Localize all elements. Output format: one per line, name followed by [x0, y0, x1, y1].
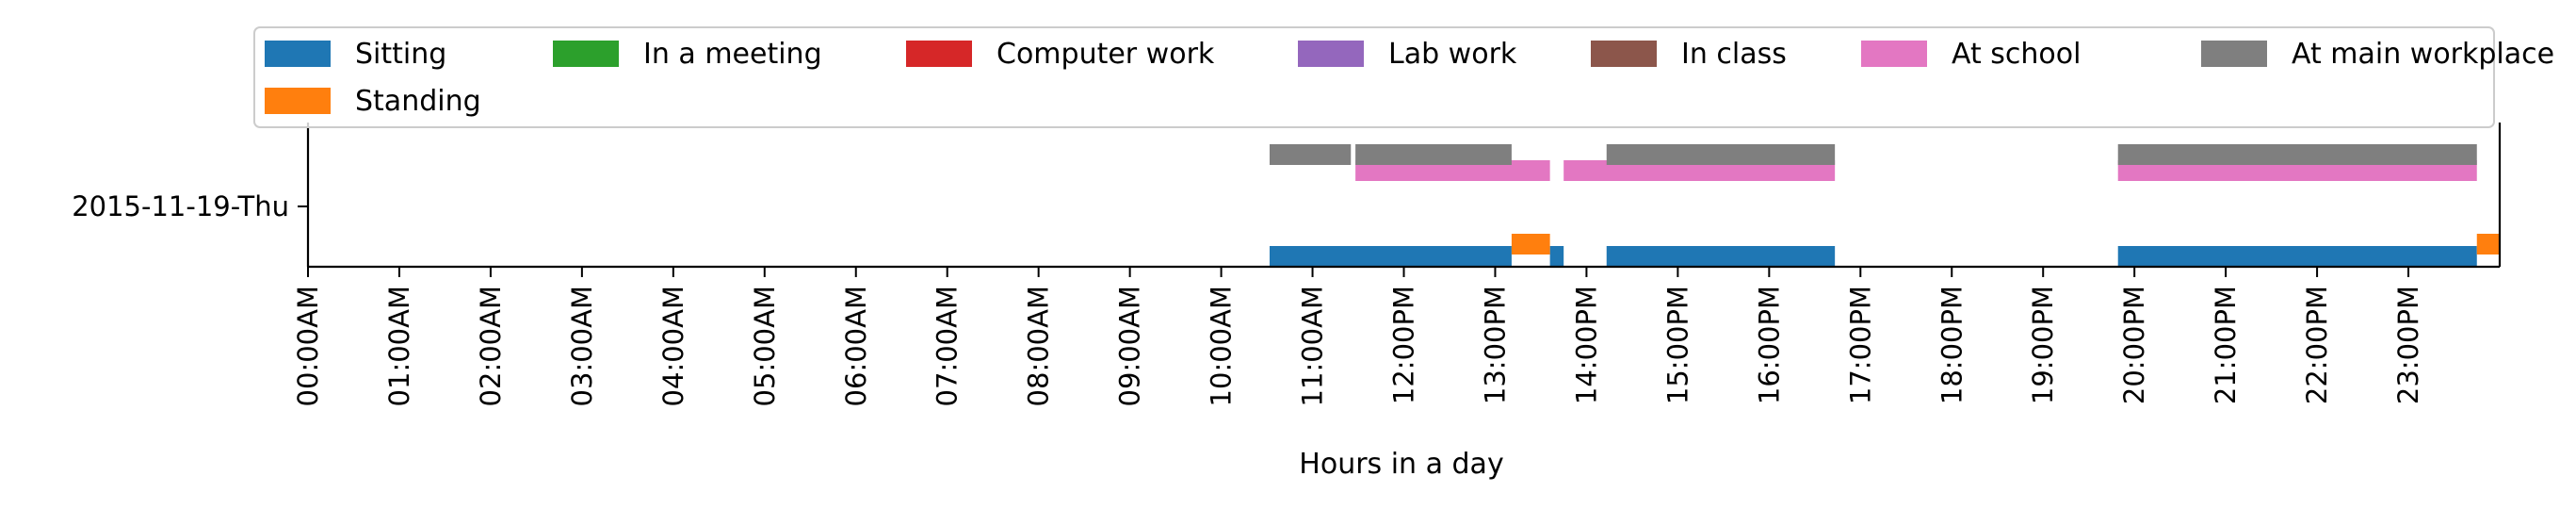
x-tick-label: 20:00PM	[2118, 286, 2150, 404]
bar-at-main-workplace-2	[1355, 144, 1512, 165]
legend-label-lab-work: Lab work	[1388, 38, 1517, 71]
bar-at-main-workplace-4	[2117, 144, 2477, 165]
x-tick-label: 13:00PM	[1479, 286, 1511, 404]
y-tick-label: 2015-11-19-Thu	[72, 190, 289, 222]
legend-swatch-in-class	[1591, 41, 1657, 67]
bar-standing-1	[1511, 234, 1550, 254]
axes-layer: 2015-11-19-Thu	[72, 123, 2502, 269]
x-tick-label: 23:00PM	[2392, 286, 2424, 404]
legend-frame	[253, 26, 2495, 128]
bars-layer	[1269, 144, 2500, 267]
legend-label-at-main-workplace: At main workplace	[2292, 38, 2554, 71]
x-tick-label: 19:00PM	[2027, 286, 2059, 404]
legend-swatch-standing	[265, 88, 331, 114]
bar-sitting-1	[1269, 246, 1512, 267]
legend-label-standing: Standing	[355, 85, 481, 118]
x-tick-label: 15:00PM	[1661, 286, 1693, 404]
bar-standing-2	[2476, 234, 2500, 254]
x-tick-label: 02:00AM	[475, 286, 507, 406]
x-tick-label: 06:00AM	[840, 286, 872, 406]
x-tick-label: 11:00AM	[1297, 286, 1329, 406]
x-tick-label: 14:00PM	[1570, 286, 1602, 404]
x-tick-label: 21:00PM	[2210, 286, 2242, 404]
legend-swatch-lab-work	[1298, 41, 1364, 67]
legend-label-in-class: In class	[1681, 38, 1787, 71]
legend: Sitting In a meeting Computer work Lab work…	[253, 26, 2554, 128]
x-tick-label: 03:00AM	[566, 286, 598, 406]
legend-label-in-a-meeting: In a meeting	[643, 38, 822, 71]
x-tick-label: 16:00PM	[1753, 286, 1785, 404]
x-axis-label: Hours in a day	[1299, 448, 1503, 481]
x-tick-label: 04:00AM	[657, 286, 689, 406]
x-tick-label: 17:00PM	[1844, 286, 1876, 404]
legend-swatch-computer-work	[906, 41, 972, 67]
x-tick-label: 22:00PM	[2301, 286, 2333, 404]
x-tick-label: 18:00PM	[1936, 286, 1968, 404]
x-tick-label: 00:00AM	[292, 286, 324, 406]
x-tick-label: 07:00AM	[932, 286, 964, 406]
bar-sitting-4	[2117, 246, 2477, 267]
bar-at-school-3	[2117, 160, 2477, 181]
legend-swatch-in-a-meeting	[553, 41, 619, 67]
x-tick-label: 12:00PM	[1388, 286, 1420, 404]
legend-label-computer-work: Computer work	[996, 38, 1215, 71]
x-tick-label: 01:00AM	[383, 286, 415, 406]
x-ticks-layer: 00:00AM 01:00AM 02:00AM 03:00AM 04:00AM 05:00…	[292, 267, 2424, 406]
bar-at-main-workplace-1	[1269, 144, 1352, 165]
bar-sitting-3	[1606, 246, 1836, 267]
bar-at-main-workplace-3	[1606, 144, 1836, 165]
legend-swatch-at-main-workplace	[2201, 41, 2267, 67]
bar-at-school-2	[1563, 160, 1836, 181]
bar-at-school-1	[1355, 160, 1550, 181]
legend-label-sitting: Sitting	[355, 38, 446, 71]
legend-label-at-school: At school	[1952, 38, 2081, 71]
x-tick-label: 09:00AM	[1114, 286, 1146, 406]
legend-swatch-at-school	[1861, 41, 1927, 67]
x-tick-label: 10:00AM	[1206, 286, 1238, 406]
x-tick-label: 08:00AM	[1023, 286, 1055, 406]
legend-swatch-sitting	[265, 41, 331, 67]
x-tick-label: 05:00AM	[749, 286, 781, 406]
bar-sitting-2	[1549, 246, 1564, 267]
